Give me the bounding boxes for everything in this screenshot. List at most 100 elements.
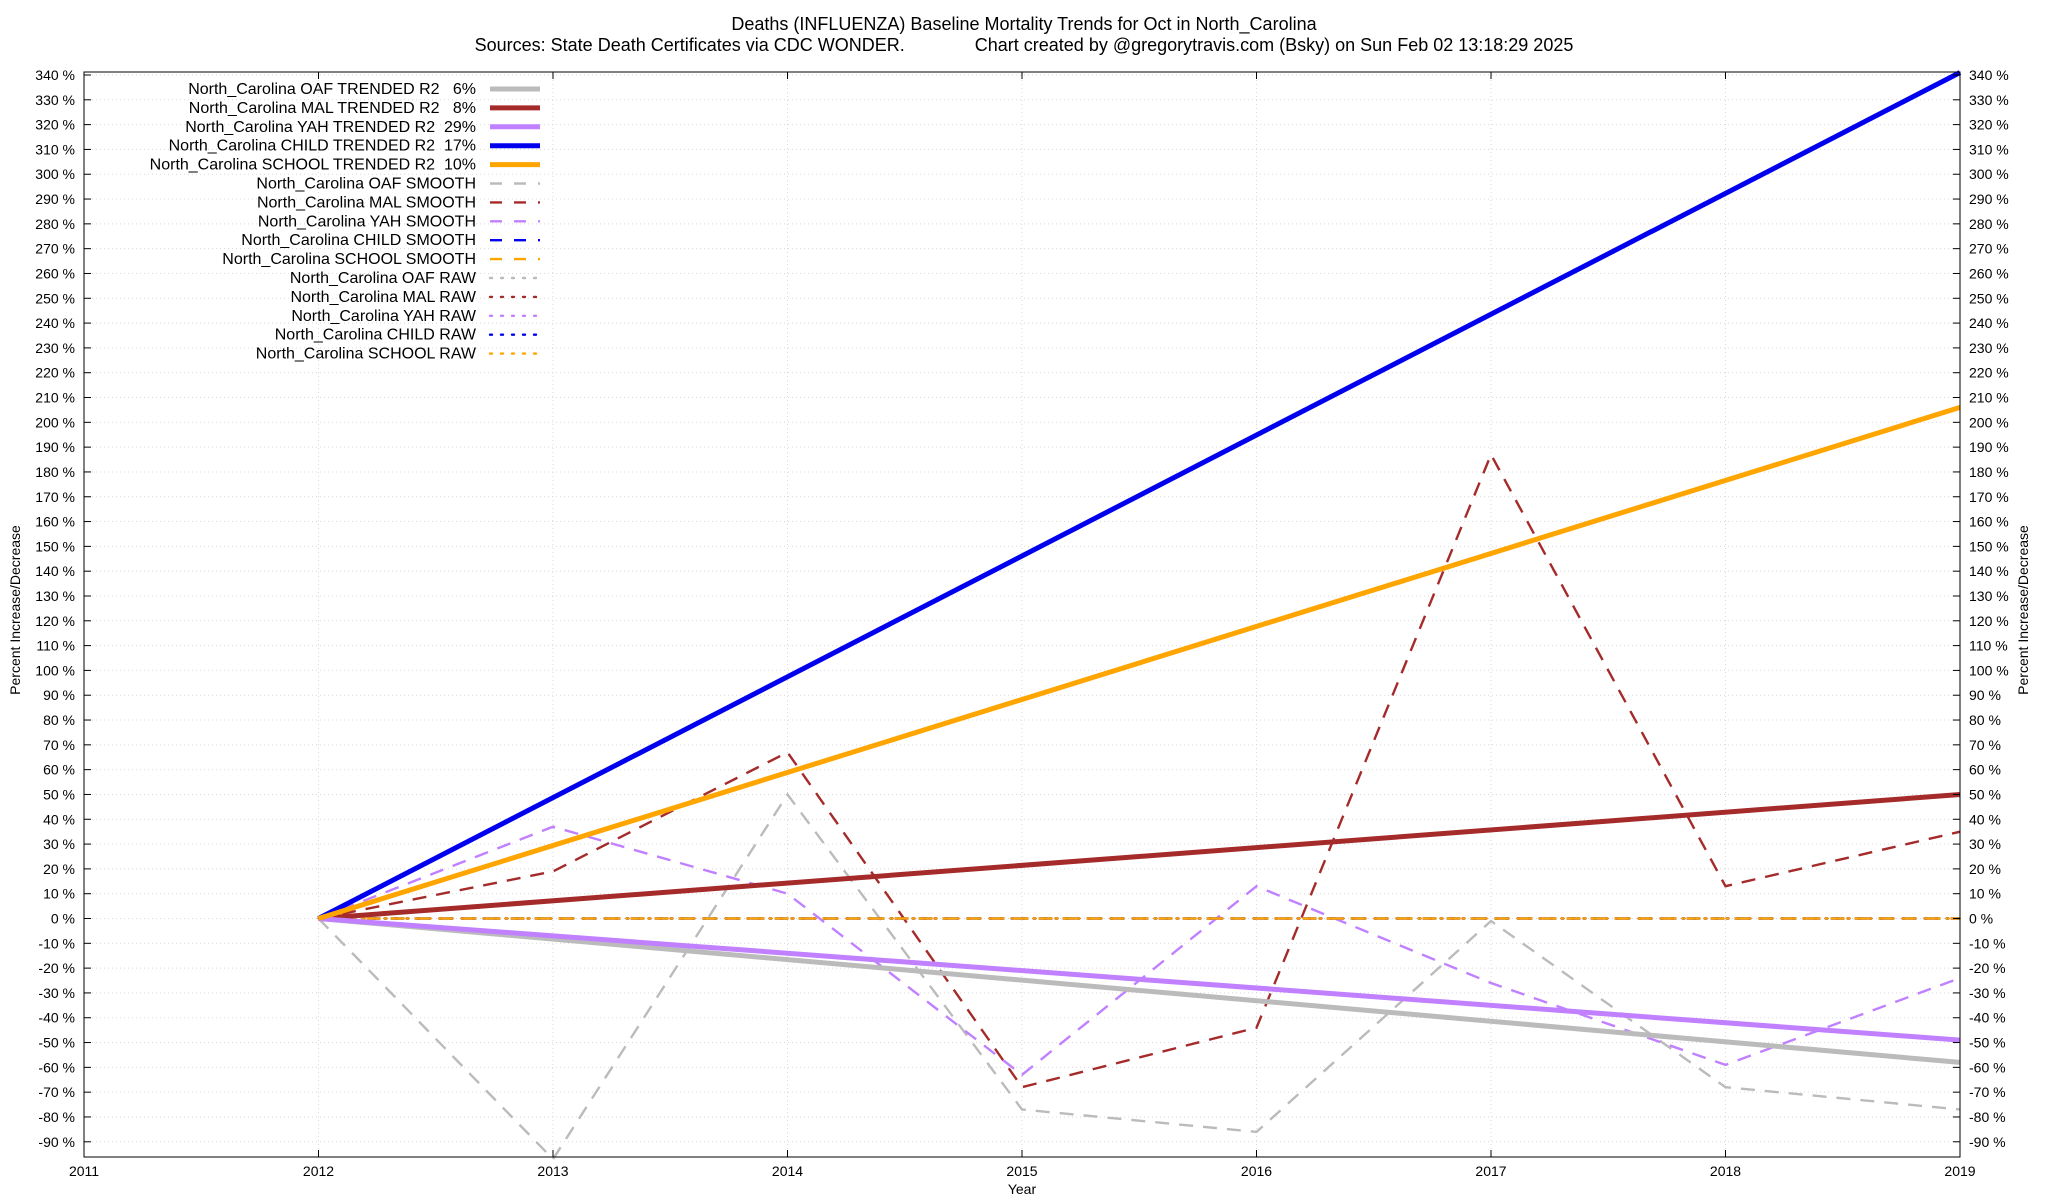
y-tick-label: 340 % (35, 67, 75, 83)
y-tick-label: 210 % (35, 390, 75, 406)
y2-tick-label: 230 % (1969, 340, 2009, 356)
y-tick-label: 90 % (43, 687, 75, 703)
y2-tick-label: 90 % (1969, 687, 2001, 703)
legend-label: North_Carolina OAF RAW (290, 270, 477, 287)
y-tick-label: 100 % (35, 662, 75, 678)
x-tick-label: 2014 (772, 1163, 803, 1179)
y2-tick-label: 160 % (1969, 514, 2009, 530)
y-tick-label: 250 % (35, 290, 75, 306)
x-axis-ticks: 2011 2012 2013 2014 2015 2016 2017 2018 2019 (69, 72, 1976, 1179)
y-tick-label: 10 % (43, 886, 75, 902)
y-tick-label: 110 % (36, 638, 75, 654)
y-tick-label: 310 % (35, 141, 75, 157)
y-tick-label: 320 % (35, 117, 75, 133)
y2-tick-label: 0 % (1969, 911, 1993, 927)
legend-label: North_Carolina MAL RAW (290, 289, 476, 306)
y-tick-label: -90 % (38, 1134, 75, 1150)
legend-label: North_Carolina YAH SMOOTH (258, 213, 476, 230)
series-line-2 (318, 916, 1961, 1043)
y-tick-label: -60 % (38, 1059, 75, 1075)
y2-tick-label: -50 % (1969, 1035, 2006, 1051)
y-tick-label: 330 % (35, 92, 75, 108)
y-axis-label: Percent Increase/Decrease (7, 525, 23, 695)
y-tick-label: 60 % (43, 762, 75, 778)
legend-label: North_Carolina YAH RAW (291, 308, 477, 325)
legend-label: North_Carolina CHILD RAW (275, 327, 477, 344)
y-tick-label: 280 % (35, 216, 75, 232)
y2-tick-label: -20 % (1969, 960, 2006, 976)
y2-tick-label: -10 % (1969, 935, 2006, 951)
y2-tick-label: 210 % (1969, 390, 2009, 406)
y-tick-label: 170 % (35, 489, 75, 505)
legend-label: North_Carolina SCHOOL TRENDED R2 10% (150, 157, 476, 174)
y2-tick-label: 340 % (1969, 67, 2009, 83)
y2-tick-label: 200 % (1969, 414, 2009, 430)
y-axis-left-ticks: 340 % 330 % 320 % 310 % 300 % 290 % 280 % 270 %… (35, 67, 91, 1150)
y2-tick-label: 110 % (1969, 638, 2008, 654)
y-tick-label: 120 % (35, 613, 75, 629)
y-tick-label: 80 % (43, 712, 75, 728)
legend-label: North_Carolina YAH TRENDED R2 29% (185, 119, 476, 136)
y2-tick-label: 190 % (1969, 439, 2009, 455)
legend-label: North_Carolina OAF SMOOTH (256, 176, 476, 193)
y-tick-label: 50 % (43, 786, 75, 802)
y-tick-label: 160 % (35, 514, 75, 530)
series-line-5 (317, 792, 1961, 1162)
y2-tick-label: -90 % (1969, 1134, 2006, 1150)
y-tick-label: -20 % (38, 960, 75, 976)
y-tick-label: 140 % (35, 563, 75, 579)
y2-tick-label: 130 % (1969, 588, 2009, 604)
y-tick-label: 20 % (43, 861, 75, 877)
x-tick-label: 2012 (303, 1163, 334, 1179)
y2-tick-label: 40 % (1969, 811, 2001, 827)
y2-tick-label: 70 % (1969, 737, 2001, 753)
y-tick-label: 150 % (35, 538, 75, 554)
y-tick-label: -80 % (38, 1109, 75, 1125)
y2-tick-label: 120 % (1969, 613, 2009, 629)
x-tick-label: 2016 (1241, 1163, 1272, 1179)
y2-tick-label: 260 % (1969, 265, 2009, 281)
y-tick-label: 240 % (35, 315, 75, 331)
y2-tick-label: 60 % (1969, 762, 2001, 778)
legend-label: North_Carolina OAF TRENDED R2 6% (188, 81, 476, 98)
y2-tick-label: 220 % (1969, 365, 2009, 381)
x-tick-label: 2015 (1006, 1163, 1037, 1179)
x-axis-label: Year (1008, 1181, 1037, 1197)
y-tick-label: -40 % (38, 1010, 75, 1026)
y-tick-label: 180 % (35, 464, 75, 480)
y-tick-label: 230 % (35, 340, 75, 356)
y2-tick-label: 240 % (1969, 315, 2009, 331)
y2-tick-label: 270 % (1969, 241, 2009, 257)
legend-label: North_Carolina SCHOOL SMOOTH (222, 251, 476, 268)
x-tick-label: 2017 (1475, 1163, 1506, 1179)
legend-label: North_Carolina SCHOOL RAW (256, 346, 477, 363)
x-tick-label: 2013 (537, 1163, 568, 1179)
y2-tick-label: 310 % (1969, 141, 2009, 157)
y2-tick-label: 280 % (1969, 216, 2009, 232)
y-tick-label: -70 % (38, 1084, 75, 1100)
y2-axis-label: Percent Increase/Decrease (2015, 525, 2031, 695)
legend: North_Carolina OAF TRENDED R2 6% North_Ca… (150, 81, 542, 363)
y-tick-label: -30 % (38, 985, 75, 1001)
series-layer (317, 70, 1962, 1162)
y-tick-label: 130 % (35, 588, 75, 604)
chart-subtitle: Sources: State Death Certificates via CD… (475, 35, 1574, 55)
y2-tick-label: 50 % (1969, 786, 2001, 802)
y2-tick-label: 30 % (1969, 836, 2001, 852)
y-tick-label: 40 % (43, 811, 75, 827)
y2-tick-label: 290 % (1969, 191, 2009, 207)
y-tick-label: 290 % (35, 191, 75, 207)
y-tick-label: 190 % (35, 439, 75, 455)
x-tick-label: 2018 (1710, 1163, 1741, 1179)
legend-label: North_Carolina MAL TRENDED R2 8% (189, 100, 476, 117)
y2-tick-label: -40 % (1969, 1010, 2006, 1026)
y2-tick-label: 300 % (1969, 166, 2009, 182)
chart-title: Deaths (INFLUENZA) Baseline Mortality Tr… (731, 14, 1317, 35)
y2-tick-label: 170 % (1969, 489, 2009, 505)
y2-tick-label: -80 % (1969, 1109, 2006, 1125)
y2-tick-label: -60 % (1969, 1059, 2006, 1075)
x-tick-label: 2011 (69, 1163, 99, 1179)
y2-tick-label: -70 % (1969, 1084, 2006, 1100)
